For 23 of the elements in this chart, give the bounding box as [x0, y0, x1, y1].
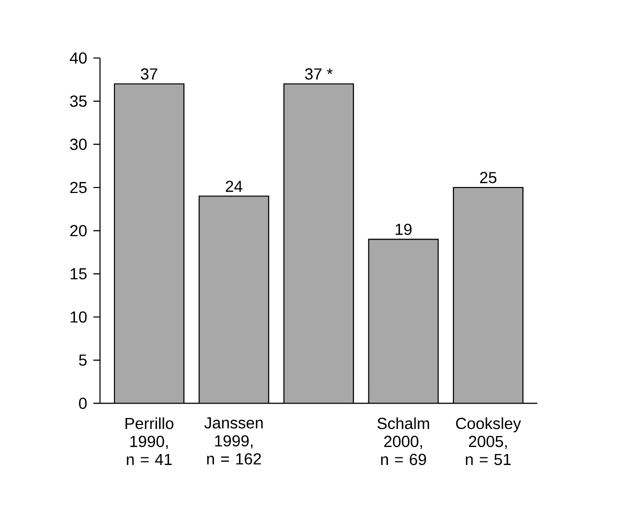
data-label: 37	[140, 68, 158, 80]
bar	[368, 239, 438, 404]
y-tick-label: 20	[70, 225, 87, 236]
y-tick-label: 0	[79, 398, 87, 409]
bar	[199, 196, 269, 404]
y-tick-label: 25	[70, 182, 87, 194]
x-tick-label: Perrillo 1990, n = 41	[126, 417, 174, 465]
x-tick-label: Schalm 2000, n = 69	[377, 417, 430, 466]
data-label: 24	[226, 180, 242, 192]
y-tick-label: 10	[70, 311, 87, 323]
x-tick-label: Cooksley 2005, n = 51	[456, 417, 522, 466]
y-tick-label: 35	[70, 96, 87, 107]
data-label: 25	[480, 172, 496, 184]
y-tick-label: 15	[70, 268, 87, 280]
y-tick-label: 5	[79, 354, 87, 366]
y-tick-label: 30	[70, 138, 87, 150]
bar	[284, 84, 354, 404]
x-tick-label: Janssen 1999, n = 162	[204, 417, 263, 465]
bar	[452, 186, 524, 404]
data-label: 37 *	[305, 68, 333, 80]
bar	[114, 84, 184, 404]
data-label: 19	[396, 224, 412, 236]
y-tick-label: 40	[70, 52, 87, 64]
